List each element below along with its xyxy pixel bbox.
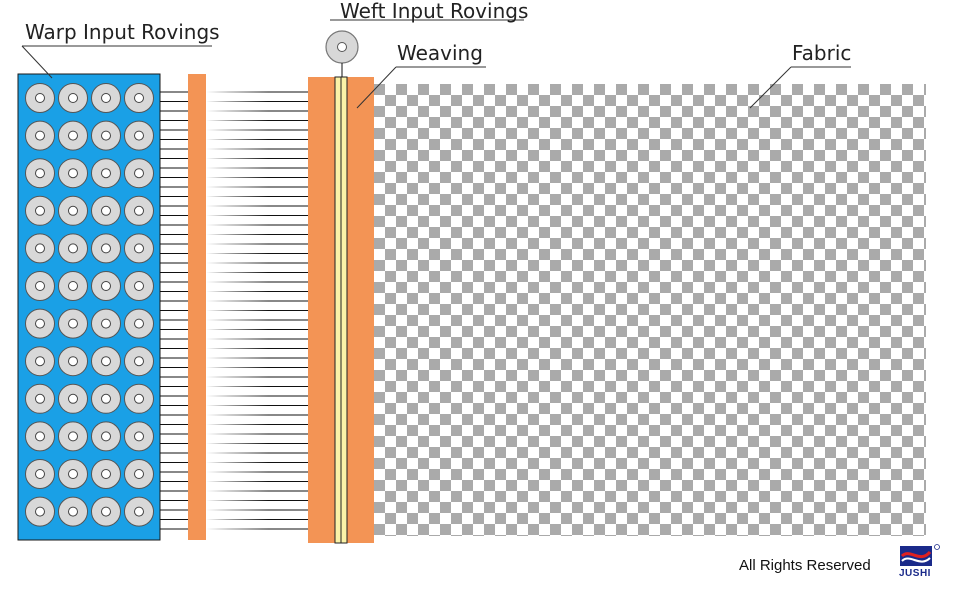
warp-spool-core: [134, 431, 144, 442]
weft-spool-core: [337, 42, 347, 52]
warp-spool-core: [35, 243, 45, 254]
warp-spool-core: [35, 205, 45, 216]
warp-spool-core: [35, 93, 45, 103]
logo-text: JUSHI: [899, 568, 931, 579]
warp-spool-core: [68, 356, 78, 367]
warp-spool-core: [101, 243, 111, 254]
warp-spool-core: [68, 168, 78, 179]
warp-spool-core: [101, 506, 111, 517]
warp-spool-core: [134, 243, 144, 254]
warp-spool-core: [101, 93, 111, 103]
warp-spool-core: [68, 205, 78, 216]
weaving-leader-diag: [356, 66, 397, 109]
warp-spool-core: [134, 281, 144, 291]
warp-spool-core: [68, 431, 78, 442]
warp-spool-core: [68, 130, 78, 141]
warp-spool-core: [68, 469, 78, 479]
warp-spool-core: [101, 431, 111, 442]
warp-spool-core: [101, 356, 111, 367]
weaving-label: Weaving: [397, 41, 483, 65]
warp-spool-core: [35, 356, 45, 367]
warp-spool-core: [35, 168, 45, 179]
warp-spool-core: [101, 205, 111, 216]
warp-spool-core: [101, 281, 111, 291]
warp-spool-core: [134, 93, 144, 103]
warp-spool-core: [35, 281, 45, 291]
warp-spool-core: [35, 469, 45, 479]
warp-spool-core: [134, 356, 144, 367]
fabric-label: Fabric: [792, 41, 852, 65]
warp-spool-core: [134, 130, 144, 141]
weft-input-rovings-label: Weft Input Rovings: [340, 0, 529, 23]
warp-spool-core: [134, 205, 144, 216]
fabric-leader-diag: [749, 66, 792, 109]
fabric-area: [374, 84, 926, 536]
warp-spool-core: [101, 318, 111, 329]
warp-spool-core: [68, 281, 78, 291]
warp-spool-core: [68, 506, 78, 517]
warp-spool-core: [35, 506, 45, 517]
tension-reed: [188, 74, 206, 540]
warp-spool-core: [101, 168, 111, 179]
warp-spool-core: [68, 393, 78, 404]
warp-spool-core: [134, 506, 144, 517]
warp-spool-core: [68, 243, 78, 254]
warp-spool-core: [35, 393, 45, 404]
warp-spool-core: [101, 469, 111, 479]
warp-leader-diag: [21, 45, 53, 79]
warp-spool-core: [134, 168, 144, 179]
warp-input-rovings-label: Warp Input Rovings: [25, 20, 220, 44]
warp-spool-core: [68, 318, 78, 329]
warp-spools: [25, 83, 154, 527]
warp-spool-core: [68, 93, 78, 103]
rights-text: All Rights Reserved: [739, 557, 871, 574]
warp-spool-core: [134, 469, 144, 479]
warp-spool-core: [134, 393, 144, 404]
warp-spool-core: [134, 318, 144, 329]
yarn-fade: [206, 90, 310, 530]
warp-spool-core: [35, 130, 45, 141]
warp-spool-core: [35, 431, 45, 442]
warp-spool-core: [35, 318, 45, 329]
warp-spool-core: [101, 130, 111, 141]
jushi-logo-icon: [900, 544, 940, 566]
warp-spool-core: [101, 393, 111, 404]
